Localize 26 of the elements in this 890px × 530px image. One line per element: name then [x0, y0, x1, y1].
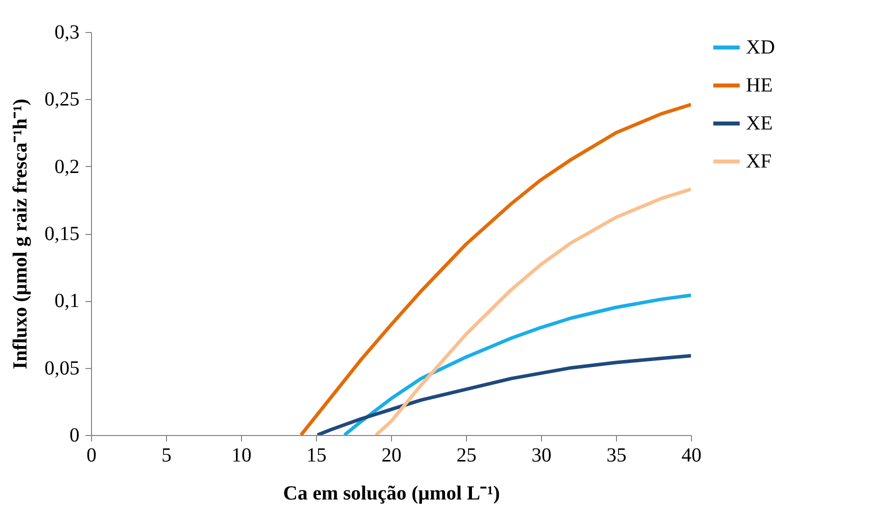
line-series	[374, 187, 691, 435]
x-tick-label: 0	[86, 444, 96, 466]
legend-label: XF	[746, 150, 772, 172]
y-tick-label: 0	[70, 424, 80, 446]
legend-label: HE	[746, 74, 773, 96]
x-tick-label: 35	[606, 444, 626, 466]
y-tick-label: 0,15	[44, 223, 80, 245]
y-tick-label: 0,1	[54, 290, 80, 312]
x-tick-label: 40	[682, 444, 702, 466]
x-tick-label: 15	[306, 444, 326, 466]
x-tick-label: 20	[382, 444, 402, 466]
y-tick-label: 0,2	[54, 156, 80, 178]
y-tick-label: 0,25	[44, 88, 80, 111]
x-tick-label: 30	[532, 444, 552, 466]
y-tick-label: 0,05	[44, 357, 80, 380]
x-tick-label: 10	[232, 444, 252, 466]
y-tick-label: 0,3	[54, 22, 80, 44]
x-tick-label: 5	[162, 444, 172, 466]
legend-label: XE	[746, 112, 773, 134]
x-axis-title: Ca em solução (µmol L⁻¹)	[283, 482, 500, 504]
x-tick-label: 25	[456, 444, 476, 466]
line-series	[316, 354, 691, 435]
line-series	[299, 102, 691, 435]
legend-label: XD	[746, 36, 775, 58]
line-series	[342, 294, 691, 435]
y-axis-title: Influxo (µmol g raiz fresca⁻¹h⁻¹)	[10, 98, 32, 370]
